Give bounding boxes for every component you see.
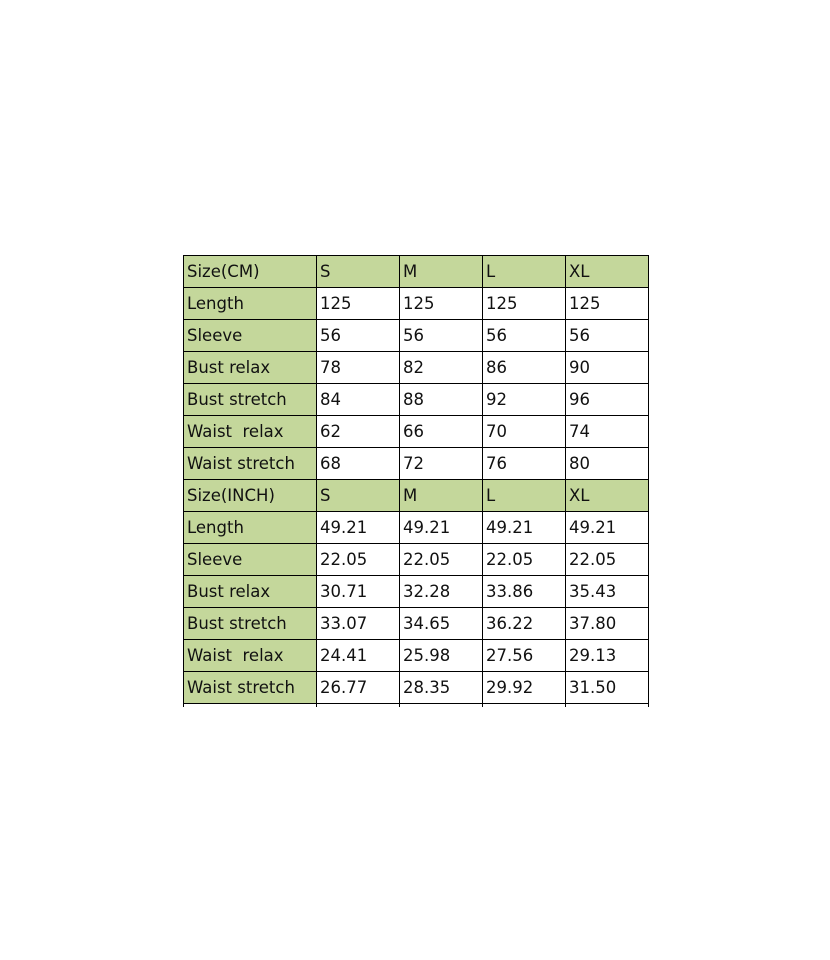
value-cell: 82 (399, 351, 483, 384)
unit-header-cell: Size(INCH) (183, 479, 317, 512)
measurement-label-cell: Sleeve (183, 319, 317, 352)
value-cell: 31.50 (565, 671, 649, 704)
value-cell: 33.86 (482, 575, 566, 608)
value-cell: 25.98 (399, 639, 483, 672)
value-cell: 35.43 (565, 575, 649, 608)
value-cell: 36.22 (482, 607, 566, 640)
value-cell: 34.65 (399, 607, 483, 640)
size-header-cell: M (399, 255, 483, 288)
size-header-cell: XL (565, 255, 649, 288)
value-cell: 32.28 (399, 575, 483, 608)
value-cell: 84 (316, 383, 400, 416)
value-cell: 49.21 (482, 511, 566, 544)
value-cell: 88 (399, 383, 483, 416)
value-cell: 86 (482, 351, 566, 384)
value-cell: 22.05 (565, 543, 649, 576)
measurement-label-cell: Bust stretch (183, 383, 317, 416)
value-cell: 80 (565, 447, 649, 480)
unit-header-cell: Size(CM) (183, 255, 317, 288)
value-cell: 49.21 (399, 511, 483, 544)
size-chart-table: Size(CM) S M L XL Length 125 125 125 125 Sleeve 56 5… (183, 255, 649, 704)
table-row: Sleeve 56 56 56 56 (183, 319, 649, 352)
table-row: Waist stretch 68 72 76 80 (183, 447, 649, 480)
value-cell: 33.07 (316, 607, 400, 640)
size-header-cell: S (316, 255, 400, 288)
size-header-cell: XL (565, 479, 649, 512)
value-cell: 62 (316, 415, 400, 448)
measurement-label-cell: Length (183, 511, 317, 544)
measurement-label-cell: Bust relax (183, 351, 317, 384)
table-row: Length 125 125 125 125 (183, 287, 649, 320)
measurement-label-cell: Bust stretch (183, 607, 317, 640)
table-row: Bust stretch 33.07 34.65 36.22 37.80 (183, 607, 649, 640)
table-row: Waist relax 24.41 25.98 27.56 29.13 (183, 639, 649, 672)
value-cell: 78 (316, 351, 400, 384)
measurement-label-cell: Waist stretch (183, 671, 317, 704)
measurement-label-cell: Bust relax (183, 575, 317, 608)
header-row: Size(CM) S M L XL (183, 255, 649, 288)
value-cell: 27.56 (482, 639, 566, 672)
measurement-label-cell: Length (183, 287, 317, 320)
measurement-label-cell: Waist stretch (183, 447, 317, 480)
size-header-cell: S (316, 479, 400, 512)
value-cell: 92 (482, 383, 566, 416)
table-bottom-edge (183, 703, 649, 707)
value-cell: 29.13 (565, 639, 649, 672)
value-cell: 30.71 (316, 575, 400, 608)
value-cell: 22.05 (482, 543, 566, 576)
size-header-cell: M (399, 479, 483, 512)
value-cell: 49.21 (565, 511, 649, 544)
value-cell: 125 (482, 287, 566, 320)
value-cell: 56 (482, 319, 566, 352)
value-cell: 96 (565, 383, 649, 416)
value-cell: 22.05 (399, 543, 483, 576)
value-cell: 90 (565, 351, 649, 384)
value-cell: 22.05 (316, 543, 400, 576)
table-row: Bust relax 30.71 32.28 33.86 35.43 (183, 575, 649, 608)
value-cell: 24.41 (316, 639, 400, 672)
value-cell: 37.80 (565, 607, 649, 640)
size-header-cell: L (482, 479, 566, 512)
value-cell: 29.92 (482, 671, 566, 704)
value-cell: 56 (399, 319, 483, 352)
value-cell: 125 (565, 287, 649, 320)
table-row: Waist stretch 26.77 28.35 29.92 31.50 (183, 671, 649, 704)
measurement-label-cell: Waist relax (183, 639, 317, 672)
value-cell: 70 (482, 415, 566, 448)
value-cell: 66 (399, 415, 483, 448)
value-cell: 28.35 (399, 671, 483, 704)
value-cell: 56 (565, 319, 649, 352)
table-row: Bust relax 78 82 86 90 (183, 351, 649, 384)
value-cell: 68 (316, 447, 400, 480)
value-cell: 56 (316, 319, 400, 352)
table-row: Length 49.21 49.21 49.21 49.21 (183, 511, 649, 544)
table-row: Sleeve 22.05 22.05 22.05 22.05 (183, 543, 649, 576)
table-row: Waist relax 62 66 70 74 (183, 415, 649, 448)
value-cell: 26.77 (316, 671, 400, 704)
value-cell: 125 (399, 287, 483, 320)
measurement-label-cell: Waist relax (183, 415, 317, 448)
value-cell: 49.21 (316, 511, 400, 544)
size-header-cell: L (482, 255, 566, 288)
measurement-label-cell: Sleeve (183, 543, 317, 576)
table-row: Bust stretch 84 88 92 96 (183, 383, 649, 416)
value-cell: 76 (482, 447, 566, 480)
header-row: Size(INCH) S M L XL (183, 479, 649, 512)
value-cell: 74 (565, 415, 649, 448)
value-cell: 125 (316, 287, 400, 320)
value-cell: 72 (399, 447, 483, 480)
